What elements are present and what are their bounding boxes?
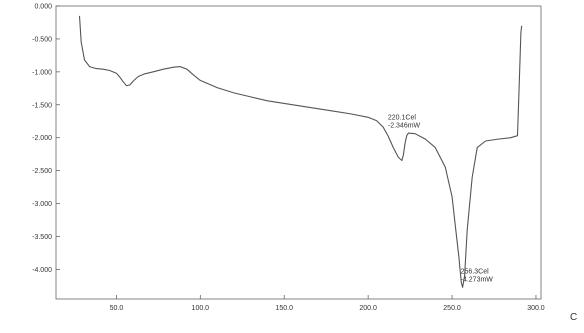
y-tick-label: 0.000	[34, 4, 52, 11]
y-tick-label: -2.500	[32, 168, 52, 175]
y-tick-label: -2.000	[32, 135, 52, 142]
annotation-line: -2.346mW	[388, 122, 421, 129]
x-tick-label: 100.0	[192, 305, 210, 312]
y-axis-ticks: 0.000 -0.500 -1.000 -1.500 -2.000 -2.500 -3.00…	[32, 4, 60, 274]
annotation-line: 220.1Cel	[388, 114, 416, 121]
x-tick-label: 150.0	[275, 305, 293, 312]
corner-text: C	[570, 312, 578, 323]
peak-annotations: 220.1Cel -2.346mW 256.3Cel -4.273mW	[388, 114, 493, 283]
x-tick-label: 50.0	[110, 305, 124, 312]
x-axis-ticks: 50.0 100.0 150.0 200.0 250.0 300.0	[110, 295, 545, 312]
y-tick-label: -1.000	[32, 69, 52, 76]
peak-annotation: 256.3Cel -4.273mW	[461, 268, 494, 283]
annotation-line: 256.3Cel	[461, 268, 489, 275]
y-tick-label: -3.500	[32, 234, 52, 241]
series-line	[78, 15, 523, 288]
y-tick-label: -0.500	[32, 36, 52, 43]
x-tick-label: 250.0	[443, 305, 461, 312]
y-tick-label: -1.500	[32, 102, 52, 109]
plot-frame	[55, 5, 542, 300]
y-tick-label: -3.000	[32, 201, 52, 208]
x-tick-label: 200.0	[359, 305, 377, 312]
y-tick-label: -4.000	[32, 267, 52, 274]
annotation-line: -4.273mW	[461, 276, 494, 283]
peak-annotation: 220.1Cel -2.346mW	[388, 114, 421, 129]
x-tick-label: 300.0	[527, 305, 545, 312]
